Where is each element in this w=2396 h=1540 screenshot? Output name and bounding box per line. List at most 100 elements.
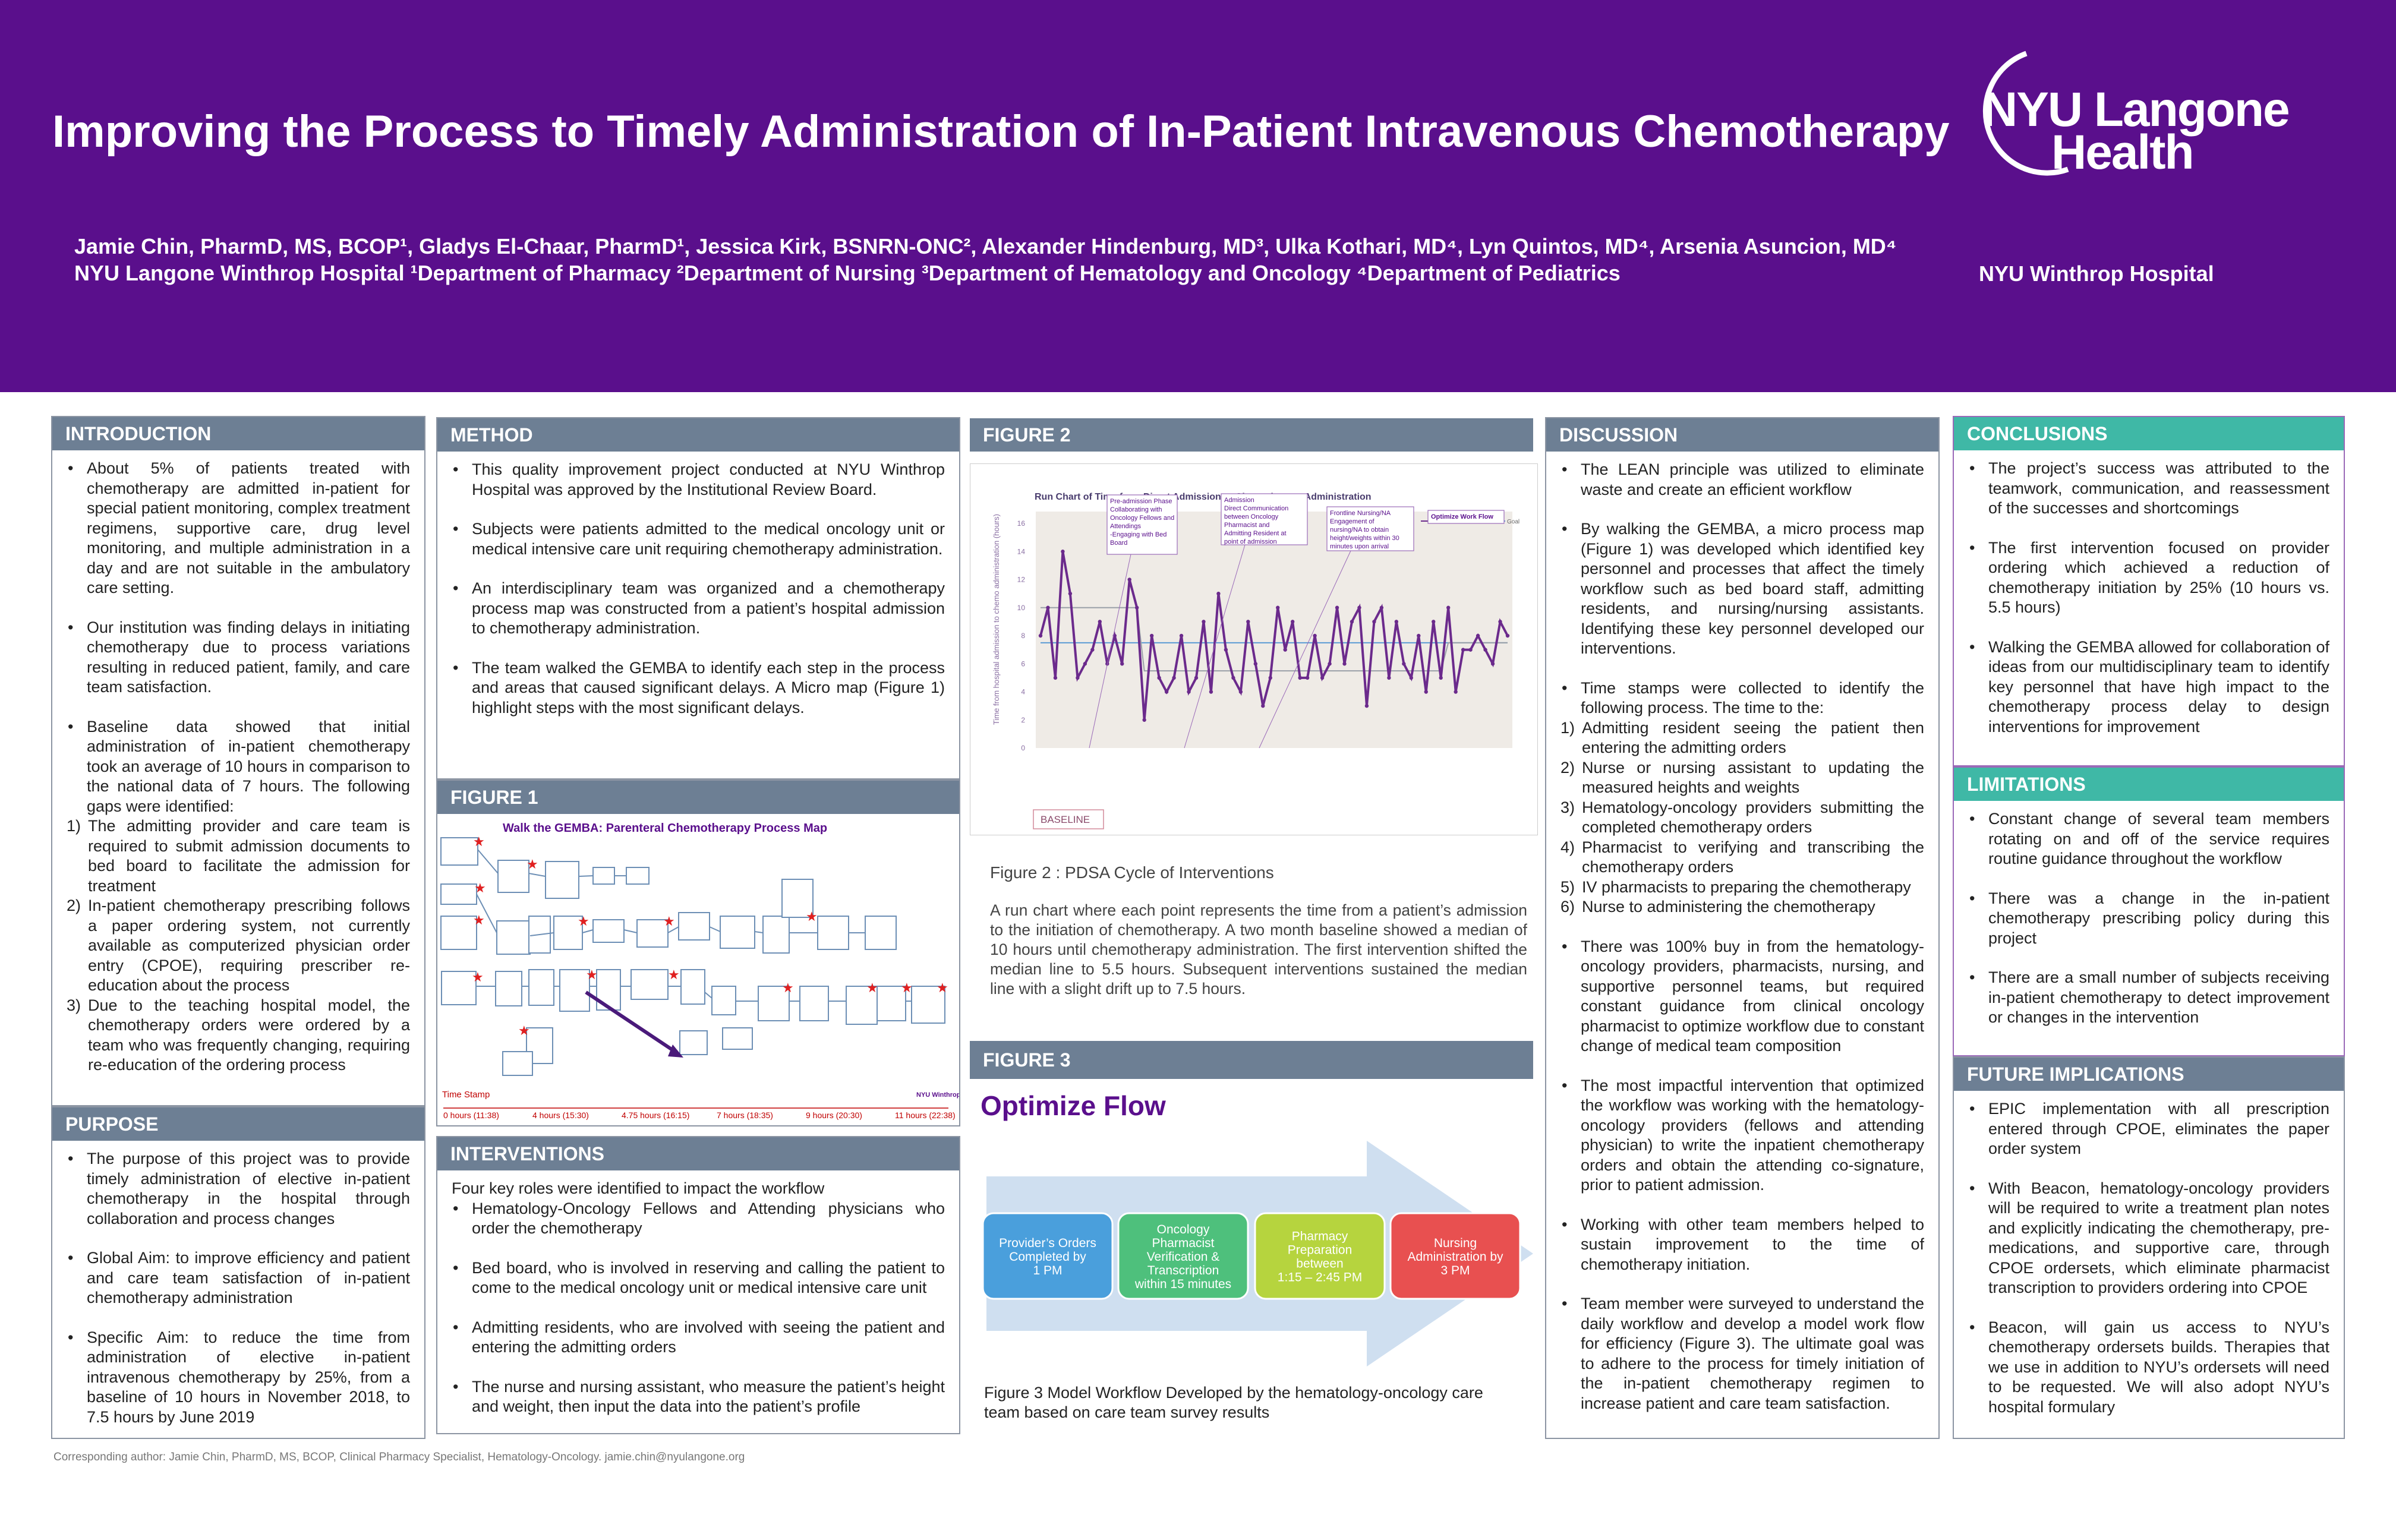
interventions-panel: INTERVENTIONS Four key roles were identi…	[436, 1136, 960, 1434]
workflow-step	[982, 1212, 1114, 1300]
annotation-text: nursing/NA to obtain	[1330, 526, 1389, 534]
data-point	[1090, 648, 1095, 652]
method-bullet: Subjects were patients admitted to the m…	[453, 519, 945, 559]
data-point	[1379, 605, 1384, 610]
data-point	[1164, 690, 1169, 694]
data-point	[1268, 676, 1272, 680]
introduction-body: About 5% of patients treated with chemot…	[52, 450, 424, 1081]
data-point	[1461, 648, 1465, 652]
y-tick-label: 16	[1017, 519, 1026, 528]
section-heading: CONCLUSIONS	[1954, 417, 2344, 450]
svg-text:★: ★	[473, 913, 485, 928]
data-point	[1127, 578, 1131, 582]
workflow-step-text: Nursing	[1434, 1236, 1477, 1250]
figure2-caption: Figure 2 : PDSA Cycle of Interventions	[990, 863, 1274, 882]
y-tick-label: 2	[1021, 716, 1025, 724]
figure3-caption: Figure 3 Model Workflow Developed by the…	[984, 1384, 1483, 1421]
limitations-body: Constant change of several team members …	[1954, 801, 2344, 1034]
data-point	[1402, 662, 1406, 666]
workflow-step-text: Pharmacist	[1152, 1236, 1214, 1250]
purpose-bullet: Specific Aim: to reduce the time from ad…	[68, 1328, 410, 1428]
svg-text:★: ★	[806, 910, 818, 924]
section-heading: PURPOSE	[52, 1107, 424, 1141]
svg-text:★: ★	[473, 835, 485, 850]
intro-bullet: About 5% of patients treated with chemot…	[68, 459, 410, 598]
section-heading: LIMITATIONS	[1954, 768, 2344, 801]
annotation-text: Oncology Fellows and	[1110, 515, 1174, 522]
time-stamp: 7 hours (18:35)	[717, 1110, 773, 1120]
section-heading: METHOD	[437, 418, 959, 452]
data-point	[1046, 605, 1050, 610]
workflow-step-text: Provider’s Orders	[999, 1236, 1096, 1250]
data-point	[1061, 550, 1065, 554]
discussion-bullet: The most impactful intervention that opt…	[1562, 1076, 1924, 1195]
method-bullet: An interdisciplinary team was organized …	[453, 579, 945, 639]
intervention-bullet: Bed board, who is involved in reserving …	[453, 1258, 945, 1298]
intervention-bullet: Admitting residents, who are involved wi…	[453, 1318, 945, 1358]
future-bullet: With Beacon, hematology-oncology provide…	[1969, 1179, 2329, 1298]
data-point	[1194, 676, 1199, 680]
svg-text:★: ★	[901, 981, 913, 996]
section-heading: FIGURE 1	[437, 781, 959, 814]
limitation-bullet: There are a small number of subjects rec…	[1969, 968, 2329, 1028]
nyu-winthrop-mark: NYU Winthrop	[916, 1091, 959, 1099]
data-point	[1424, 690, 1428, 694]
svg-text:★: ★	[586, 968, 598, 983]
gap-item: 2) In-patient chemotherapy prescribing fo…	[67, 897, 410, 994]
chart-title: Run Chart of Time from Direct Admission …	[1035, 492, 1372, 502]
workflow-step-text: Oncology	[1157, 1223, 1210, 1236]
legend-entry: Goal	[1507, 519, 1519, 525]
poster-title: Improving the Process to Timely Administ…	[52, 106, 1950, 157]
data-point	[1328, 662, 1332, 666]
annotation-text: Pre-admission Phase	[1110, 498, 1172, 505]
data-point	[1276, 605, 1280, 610]
method-panel: METHOD This quality improvement project …	[436, 417, 960, 780]
data-point	[1157, 676, 1161, 680]
data-point	[1149, 633, 1154, 638]
process-map-title: Walk the GEMBA: Parenteral Chemotherapy …	[503, 822, 827, 835]
time-stamp-label: Time Stamp	[442, 1090, 490, 1100]
annotation-box	[1221, 493, 1308, 545]
workflow-step-text: 1:15 – 2:45 PM	[1278, 1271, 1362, 1285]
data-point	[1224, 648, 1228, 652]
data-point	[1076, 676, 1080, 680]
data-point	[1350, 620, 1354, 624]
future-implications-panel: FUTURE IMPLICATIONS EPIC implementation …	[1953, 1056, 2345, 1439]
workflow-step	[1117, 1212, 1249, 1300]
data-point	[1142, 718, 1146, 722]
conclusion-bullet: The first intervention focused on provid…	[1969, 538, 2329, 618]
time-stamp: 9 hours (20:30)	[806, 1110, 862, 1120]
annotation-box	[1326, 506, 1414, 551]
section-heading: DISCUSSION	[1546, 418, 1938, 452]
workflow-step-text: Completed by	[1009, 1250, 1086, 1264]
annotation-text: Attendings	[1110, 523, 1141, 530]
y-axis-label: Time from hospital admission to chemo ad…	[992, 514, 1001, 725]
time-stamp: 4.75 hours (16:15)	[622, 1110, 689, 1120]
figure1-panel: FIGURE 1 Walk the GEMBA: Parenteral Chem…	[436, 780, 960, 1126]
data-point	[1038, 633, 1043, 638]
svg-text:★: ★	[782, 981, 794, 996]
workflow-step	[1389, 1212, 1521, 1300]
limitations-panel: LIMITATIONS Constant change of several t…	[1953, 766, 2345, 1056]
conclusion-bullet: The project’s success was attributed to …	[1969, 459, 2329, 519]
data-point	[1187, 690, 1191, 694]
y-tick-label: 0	[1021, 744, 1025, 752]
data-point	[1179, 633, 1184, 638]
data-point	[1290, 620, 1295, 624]
figure2-description: A run chart where each point represents …	[990, 901, 1527, 998]
y-tick-label: 14	[1017, 547, 1026, 556]
data-point	[1098, 620, 1102, 624]
svg-text:★: ★	[668, 968, 680, 983]
process-step: 4) Pharmacist to verifying and transcribi…	[1560, 838, 1924, 876]
data-point	[1505, 633, 1510, 638]
data-point	[1283, 648, 1287, 652]
data-point	[1053, 676, 1058, 680]
discussion-bullet: Time stamps were collected to identify t…	[1562, 679, 1924, 718]
data-point	[1476, 633, 1480, 638]
gap-item: 1) The admitting provider and care team i…	[67, 817, 410, 895]
data-point	[1357, 605, 1361, 610]
time-stamp: 0 hours (11:38)	[443, 1110, 499, 1120]
conclusions-body: The project’s success was attributed to …	[1954, 450, 2344, 743]
section-heading: FUTURE IMPLICATIONS	[1954, 1058, 2344, 1091]
